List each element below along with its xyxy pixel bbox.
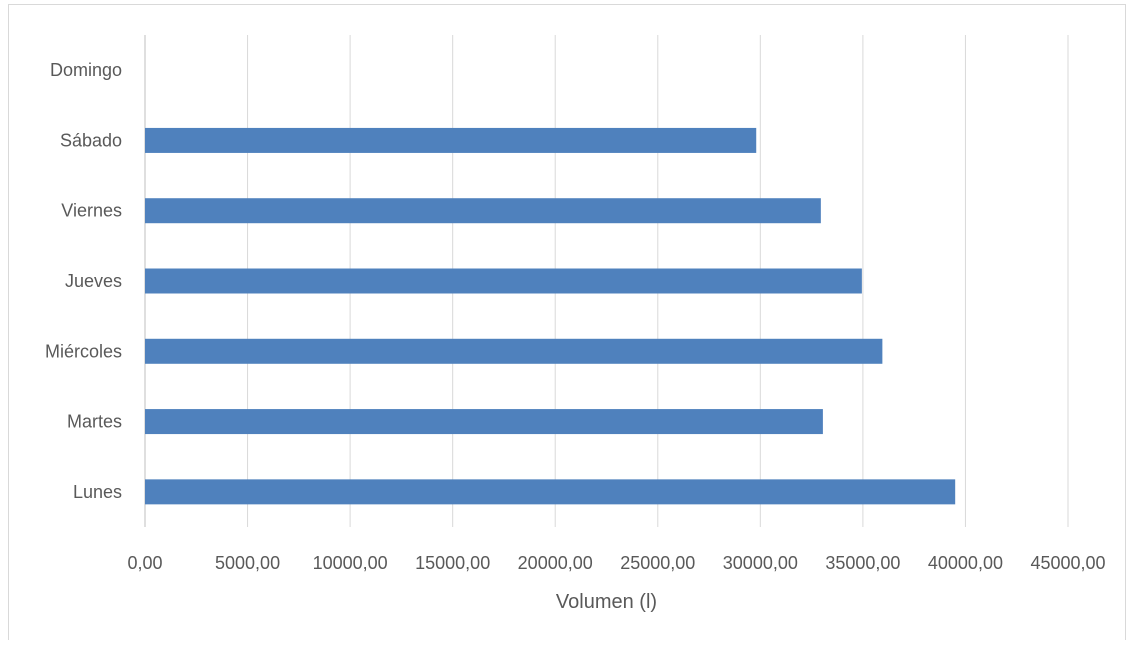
- bars: [145, 127, 956, 505]
- category-label: Sábado: [60, 130, 122, 150]
- chart-area: [8, 4, 1126, 640]
- x-tick-labels: 0,00 5000,00 10000,00 15000,00 20000,00 25000…: [127, 553, 1105, 573]
- category-label: Viernes: [61, 201, 122, 221]
- x-tick-label: 45000,00: [1030, 553, 1105, 573]
- category-label: Miércoles: [45, 341, 122, 361]
- x-tick-label: 0,00: [127, 553, 162, 573]
- x-tick-label: 20000,00: [518, 553, 593, 573]
- x-tick-label: 25000,00: [620, 553, 695, 573]
- x-tick-label: 30000,00: [723, 553, 798, 573]
- bar-viernes: [145, 198, 821, 224]
- bar-sábado: [145, 127, 757, 153]
- x-tick-label: 40000,00: [928, 553, 1003, 573]
- x-tick-label: 10000,00: [313, 553, 388, 573]
- bar-miércoles: [145, 338, 883, 364]
- bar-jueves: [145, 268, 862, 294]
- x-tick-label: 35000,00: [825, 553, 900, 573]
- category-label: Lunes: [73, 482, 122, 502]
- category-label: Domingo: [50, 60, 122, 80]
- x-axis-title: Volumen (l): [556, 591, 657, 613]
- category-label: Jueves: [65, 271, 122, 291]
- x-tick-label: 5000,00: [215, 553, 280, 573]
- category-label: Martes: [67, 412, 122, 432]
- category-labels: Lunes Martes Miércoles Jueves Viernes Sábado D…: [45, 60, 122, 502]
- x-tick-label: 15000,00: [415, 553, 490, 573]
- bar-martes: [145, 409, 823, 435]
- bar-lunes: [145, 479, 956, 505]
